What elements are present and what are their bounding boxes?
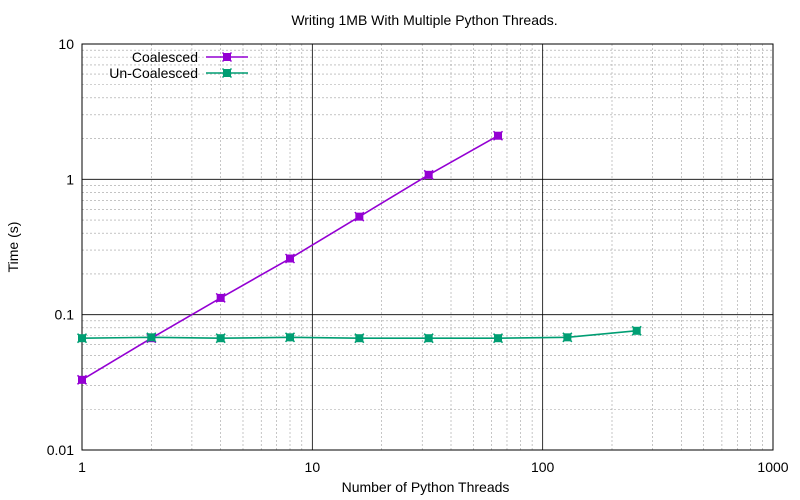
x-tick-label: 1 [78,459,86,475]
data-point [284,253,296,264]
data-point [631,325,642,336]
y-tick-label: 1 [66,171,74,187]
plot-frame [81,43,774,451]
y-tick-label: 0.1 [55,307,75,323]
series [76,130,642,385]
data-point [354,333,365,344]
data-point [492,333,504,344]
data-point [76,333,88,344]
x-axis-label: Number of Python Threads [342,479,510,495]
data-point [492,130,504,141]
data-point [76,374,88,385]
data-point [562,332,573,343]
data-point [423,169,434,180]
y-axis-label: Time (s) [5,222,21,273]
x-tick-label: 100 [531,459,555,475]
y-tick-label: 10 [58,36,74,52]
x-tick-label: 10 [305,459,321,475]
data-point [215,333,226,344]
data-point [423,333,434,344]
legend-marker [221,51,233,63]
legend-label: Un-Coalesced [109,65,198,81]
y-tick-label: 0.01 [47,442,74,458]
legend-label: Coalesced [132,49,198,65]
data-point [215,292,226,303]
data-point [146,332,157,343]
data-point [284,332,296,343]
x-tick-label: 1000 [757,459,788,475]
axis-ticks: 1 10 100 1000 0.01 0.1 1 10 [47,36,789,475]
data-point [354,211,365,222]
grid [81,43,774,451]
legend-marker [221,67,233,79]
chart-title: Writing 1MB With Multiple Python Threads… [291,12,557,28]
